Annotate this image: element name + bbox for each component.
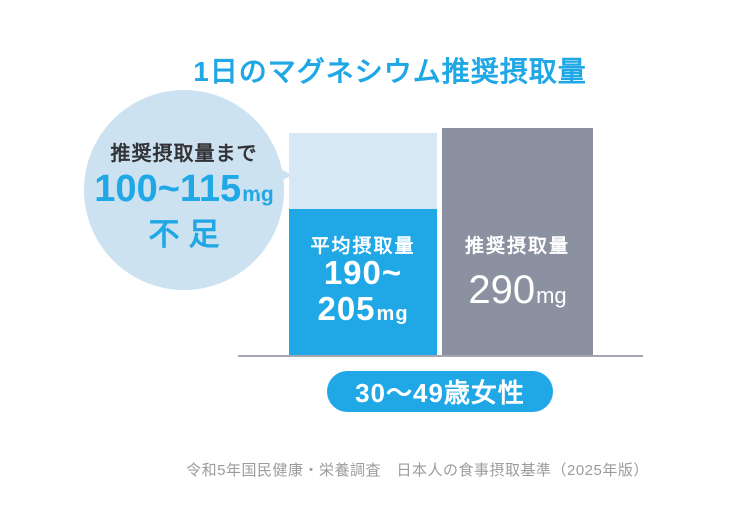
deficit-value-number: 100~115 [94, 167, 242, 210]
bar-average-value: 190~ 205mg [289, 255, 437, 332]
bar-recommended-unit: mg [536, 283, 567, 308]
bar-average-label: 平均摂取量 [310, 236, 416, 257]
deficit-callout-footer: 不足 [148, 216, 229, 252]
deficit-value: 100~115mg [94, 168, 273, 216]
category-badge: 30～49歳女性 [327, 371, 553, 412]
bar-recommended-intake: 推奨摂取量 290mg [442, 128, 593, 357]
chart-title: 1日のマグネシウム推奨摂取量 [193, 56, 587, 87]
bar-average-value-line2: 205 [317, 290, 376, 327]
bar-recommended-value-number: 290 [468, 268, 536, 312]
bar-recommended-value: 290mg [442, 268, 593, 318]
deficit-callout-bubble: 推奨摂取量まで 100~115mg 不足 [84, 90, 284, 290]
bar-average-unit: mg [376, 303, 409, 325]
bar-average-intake: 平均摂取量 190~ 205mg [289, 133, 437, 357]
source-citation: 令和5年国民健康・栄養調査 日本人の食事摂取基準（2025年版） [186, 462, 649, 479]
deficit-callout-heading: 推奨摂取量まで [110, 142, 258, 165]
callout-tail-pointer [258, 157, 292, 193]
bar-deficit-segment [289, 133, 437, 209]
bar-average-fill-segment [289, 209, 437, 357]
bar-recommended-label: 推奨摂取量 [464, 236, 570, 257]
bar-average-value-line1: 190~ [323, 254, 403, 291]
chart-baseline [238, 355, 643, 357]
